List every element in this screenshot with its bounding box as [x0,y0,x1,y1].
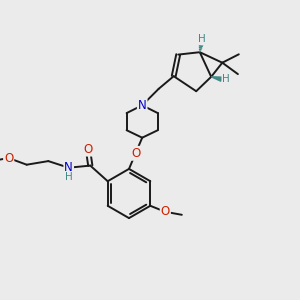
Text: N: N [138,99,147,112]
Text: N: N [64,161,73,174]
Text: H: H [65,172,73,182]
Text: O: O [161,205,170,218]
Text: H: H [222,74,230,84]
Text: O: O [83,142,92,156]
Text: O: O [131,147,140,160]
Polygon shape [211,77,222,81]
Text: O: O [4,152,13,165]
Text: H: H [198,34,206,44]
